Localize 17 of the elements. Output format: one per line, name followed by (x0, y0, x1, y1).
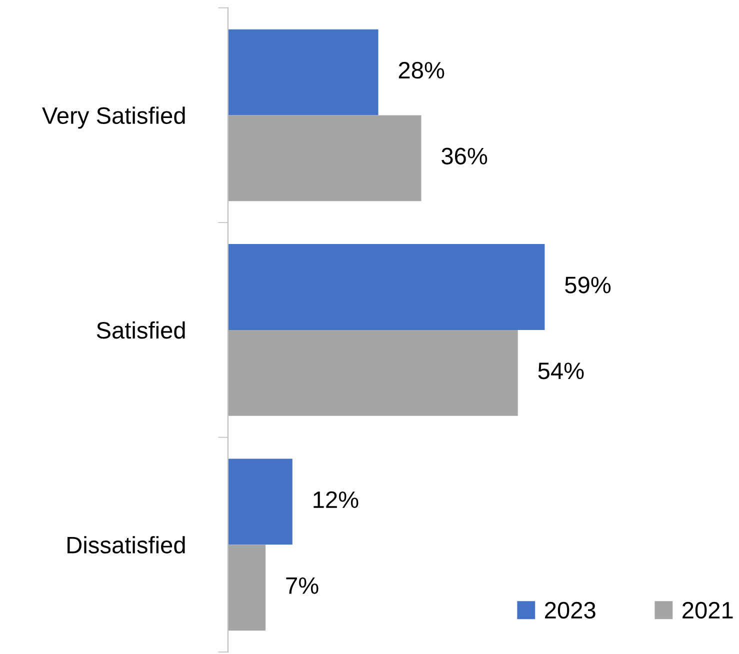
bar (228, 115, 422, 202)
data-label: 7% (286, 577, 318, 594)
data-label: 12% (314, 491, 358, 508)
y-tick-label: Satisfied (96, 321, 185, 339)
bar (228, 544, 266, 631)
bar (228, 330, 518, 416)
legend-label: 2021 (682, 602, 733, 619)
y-tick-label: Dissatisfied (68, 536, 185, 554)
bar (228, 244, 545, 330)
data-label: 28% (398, 62, 444, 79)
data-label: 36% (442, 148, 488, 164)
legend-label: 2023 (545, 602, 596, 619)
data-label: 54% (538, 362, 584, 380)
bar (228, 29, 378, 116)
bar (228, 458, 292, 545)
y-tick-label: Very Satisfied (42, 106, 185, 129)
data-label: 59% (565, 276, 611, 294)
